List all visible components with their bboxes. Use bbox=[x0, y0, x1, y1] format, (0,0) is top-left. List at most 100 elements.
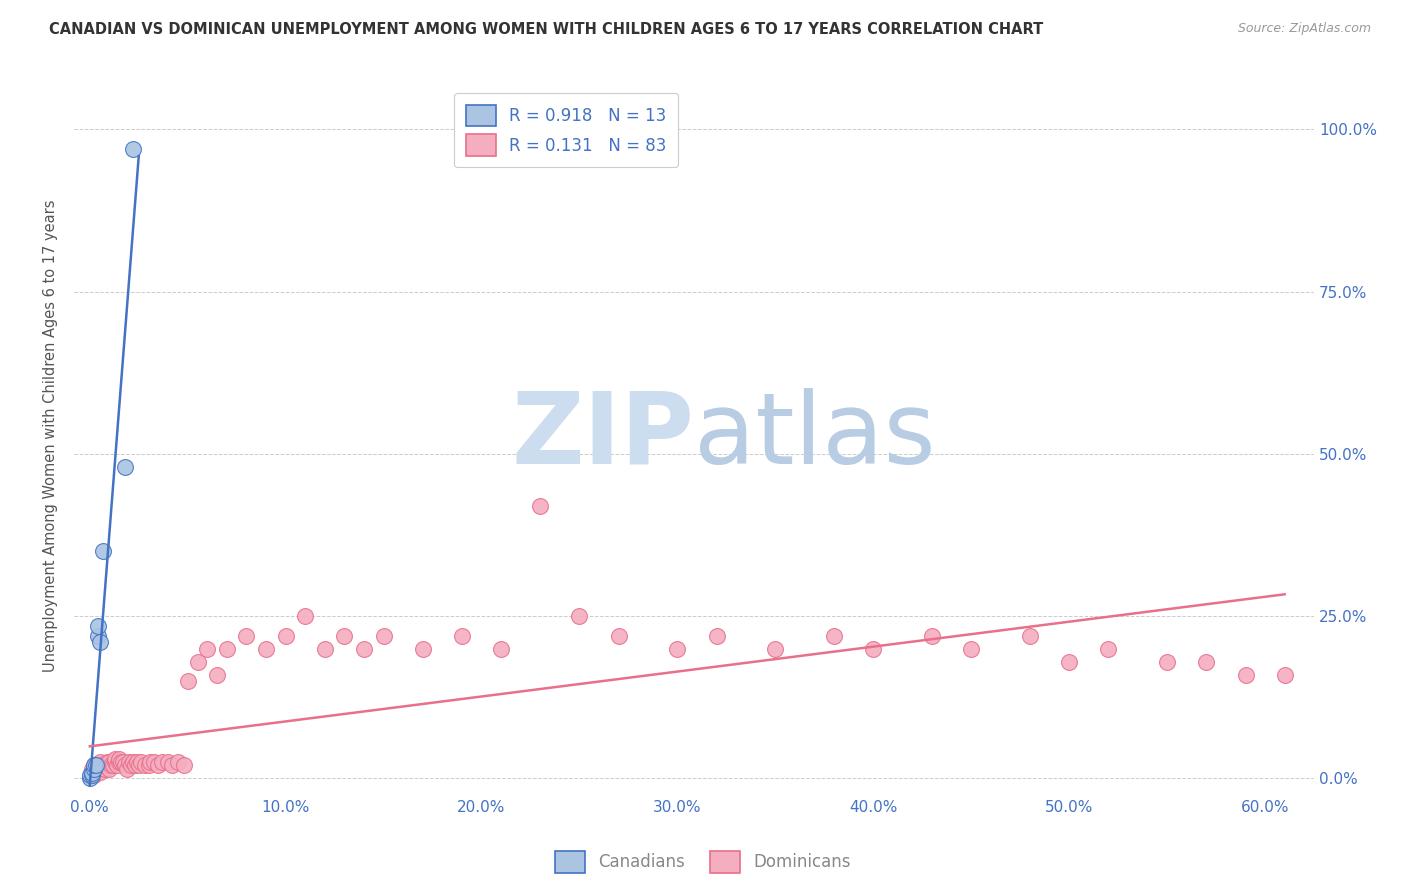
Point bbox=[160, 758, 183, 772]
Point bbox=[86, 758, 108, 772]
Point bbox=[1195, 655, 1218, 669]
Point bbox=[104, 752, 127, 766]
Point bbox=[139, 756, 162, 770]
Point bbox=[1019, 629, 1042, 643]
Point bbox=[93, 544, 115, 558]
Point bbox=[84, 758, 107, 772]
Point bbox=[150, 756, 173, 770]
Point bbox=[921, 629, 943, 643]
Point bbox=[1097, 641, 1119, 656]
Point bbox=[80, 764, 103, 779]
Point bbox=[115, 762, 138, 776]
Point bbox=[138, 758, 160, 772]
Point bbox=[333, 629, 356, 643]
Point bbox=[134, 758, 156, 772]
Point bbox=[568, 609, 591, 624]
Point bbox=[86, 629, 108, 643]
Point bbox=[666, 641, 689, 656]
Point bbox=[118, 756, 141, 770]
Point bbox=[120, 758, 142, 772]
Point bbox=[235, 629, 257, 643]
Point bbox=[83, 762, 105, 776]
Point bbox=[83, 758, 105, 772]
Point bbox=[110, 756, 132, 770]
Point bbox=[90, 758, 112, 772]
Point bbox=[80, 762, 103, 776]
Point bbox=[89, 635, 111, 649]
Text: atlas: atlas bbox=[695, 387, 936, 484]
Point bbox=[96, 756, 118, 770]
Point bbox=[89, 756, 111, 770]
Text: ZIP: ZIP bbox=[512, 387, 695, 484]
Point bbox=[215, 641, 238, 656]
Legend: R = 0.918   N = 13, R = 0.131   N = 83: R = 0.918 N = 13, R = 0.131 N = 83 bbox=[454, 93, 679, 168]
Point bbox=[83, 764, 105, 779]
Point bbox=[195, 641, 218, 656]
Point bbox=[80, 766, 103, 780]
Point bbox=[489, 641, 512, 656]
Point bbox=[79, 768, 101, 782]
Point bbox=[373, 629, 395, 643]
Point bbox=[294, 609, 316, 624]
Point bbox=[114, 459, 136, 474]
Point bbox=[274, 629, 297, 643]
Point bbox=[83, 758, 105, 772]
Point bbox=[121, 142, 143, 156]
Point bbox=[98, 762, 121, 776]
Point bbox=[93, 758, 115, 772]
Point bbox=[83, 768, 105, 782]
Point bbox=[84, 762, 107, 776]
Point bbox=[706, 629, 728, 643]
Point bbox=[94, 758, 117, 772]
Point bbox=[84, 758, 107, 772]
Point bbox=[84, 764, 107, 779]
Point bbox=[86, 619, 108, 633]
Point bbox=[89, 758, 111, 772]
Point bbox=[177, 674, 200, 689]
Point bbox=[148, 758, 170, 772]
Point bbox=[254, 641, 277, 656]
Point bbox=[353, 641, 375, 656]
Point bbox=[104, 756, 127, 770]
Text: CANADIAN VS DOMINICAN UNEMPLOYMENT AMONG WOMEN WITH CHILDREN AGES 6 TO 17 YEARS : CANADIAN VS DOMINICAN UNEMPLOYMENT AMONG… bbox=[49, 22, 1043, 37]
Point bbox=[529, 499, 551, 513]
Point bbox=[80, 768, 103, 782]
Point bbox=[83, 762, 105, 776]
Point bbox=[108, 752, 131, 766]
Point bbox=[100, 758, 122, 772]
Point bbox=[1057, 655, 1080, 669]
Point bbox=[124, 758, 146, 772]
Point bbox=[167, 756, 190, 770]
Point bbox=[94, 762, 117, 776]
Point bbox=[98, 756, 121, 770]
Point bbox=[103, 758, 125, 772]
Point bbox=[960, 641, 983, 656]
Point bbox=[157, 756, 180, 770]
Point bbox=[114, 758, 136, 772]
Point bbox=[862, 641, 884, 656]
Point bbox=[108, 756, 131, 770]
Point bbox=[89, 764, 111, 779]
Point bbox=[121, 756, 143, 770]
Point bbox=[412, 641, 434, 656]
Point bbox=[451, 629, 474, 643]
Y-axis label: Unemployment Among Women with Children Ages 6 to 17 years: Unemployment Among Women with Children A… bbox=[44, 200, 58, 673]
Point bbox=[129, 756, 152, 770]
Point bbox=[128, 758, 150, 772]
Point bbox=[763, 641, 786, 656]
Point bbox=[173, 758, 195, 772]
Point bbox=[823, 629, 845, 643]
Point bbox=[205, 667, 228, 681]
Point bbox=[1274, 667, 1296, 681]
Point bbox=[112, 756, 135, 770]
Point bbox=[1234, 667, 1257, 681]
Legend: Canadians, Dominicans: Canadians, Dominicans bbox=[548, 845, 858, 880]
Point bbox=[314, 641, 336, 656]
Point bbox=[1156, 655, 1178, 669]
Point bbox=[143, 756, 166, 770]
Text: Source: ZipAtlas.com: Source: ZipAtlas.com bbox=[1237, 22, 1371, 36]
Point bbox=[105, 758, 128, 772]
Point bbox=[79, 772, 101, 786]
Point bbox=[186, 655, 208, 669]
Point bbox=[86, 762, 108, 776]
